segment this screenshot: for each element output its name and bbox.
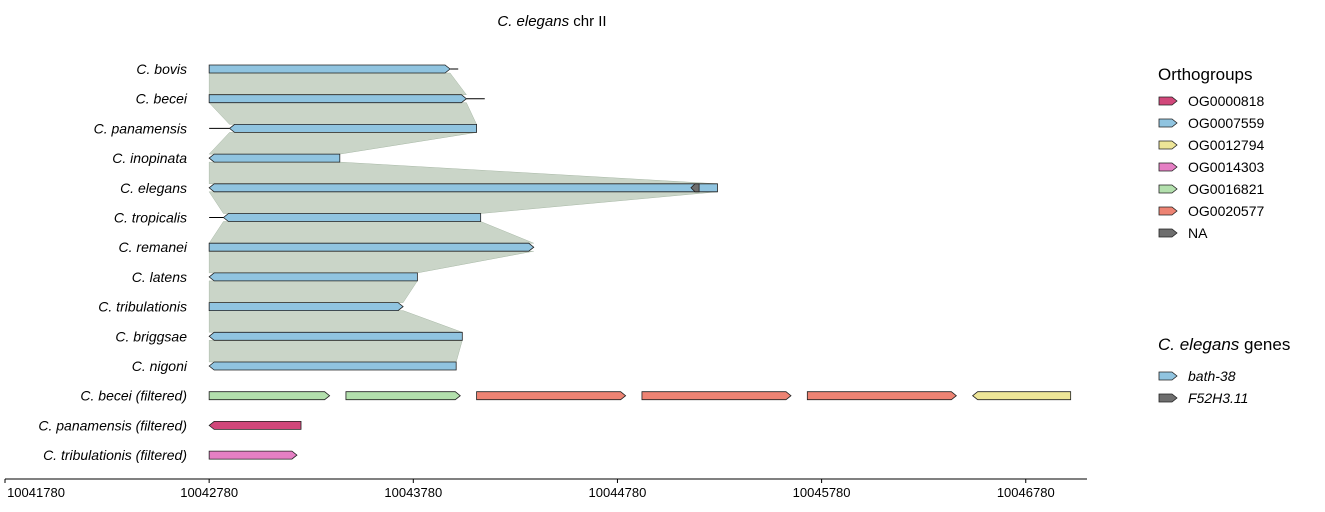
legend-orthogroup-label: OG0020577	[1188, 203, 1264, 219]
legend-genes-title-italic: C. elegans	[1158, 335, 1240, 354]
species-label: C. nigoni	[132, 358, 188, 374]
legend-orthogroup-swatch	[1158, 162, 1178, 172]
gene-arrow	[208, 331, 463, 341]
species-label: C. tropicalis	[114, 210, 187, 226]
gene-track: C. tribulationis (filtered)	[43, 447, 298, 463]
synteny-ribbon	[208, 250, 534, 274]
gene-arrow	[476, 391, 627, 401]
legend-orthogroups: Orthogroups OG0000818 OG0007559 OG0012794 O…	[1158, 65, 1264, 241]
synteny-ribbon	[208, 191, 718, 214]
legend-orthogroup-swatch	[1158, 96, 1178, 106]
legend-genes-title: C. elegans genes	[1158, 335, 1290, 354]
species-label: C. inopinata	[112, 150, 187, 166]
gene-arrow	[208, 242, 535, 252]
gene-arrow	[222, 213, 482, 222]
gene-arrow	[208, 94, 468, 104]
gene-track: C. becei (filtered)	[80, 388, 1072, 404]
legend-gene-label: F52H3.11	[1188, 390, 1248, 406]
gene-arrow	[208, 272, 418, 282]
x-tick-label: 10044780	[589, 485, 647, 500]
legend-orthogroup-swatch	[1158, 118, 1178, 128]
gene-track: C. bovis	[136, 61, 459, 77]
species-label: C. latens	[132, 269, 187, 285]
legend-orthogroup-label: OG0016821	[1188, 181, 1264, 197]
synteny-ribbon	[208, 72, 467, 95]
gene-track: C. tribulationis	[98, 299, 404, 315]
species-label: C. tribulationis	[98, 299, 187, 315]
legend-orthogroup-swatch	[1158, 228, 1178, 238]
gene-track: C. briggsae	[115, 328, 463, 344]
gene-arrow	[228, 124, 477, 133]
synteny-ribbon	[208, 161, 718, 185]
gene-arrow	[208, 183, 718, 193]
gene-arrow	[208, 420, 302, 430]
synteny-ribbons	[208, 72, 718, 363]
gene-arrow	[208, 153, 341, 163]
legend-orthogroups-title: Orthogroups	[1158, 65, 1253, 84]
gene-track: C. nigoni	[132, 358, 457, 374]
species-label: C. becei	[136, 91, 188, 107]
gene-track: C. tropicalis	[114, 210, 482, 226]
species-label: C. remanei	[119, 239, 188, 255]
synteny-ribbon	[208, 221, 534, 244]
gene-track: C. panamensis (filtered)	[38, 417, 302, 433]
gene-arrow	[208, 391, 331, 401]
legend-gene-label: bath-38	[1188, 368, 1236, 384]
x-tick-label: 10046780	[997, 485, 1055, 500]
x-tick-label: 10042780	[180, 485, 238, 500]
species-label: C. panamensis (filtered)	[38, 417, 187, 433]
gene-arrow	[806, 391, 957, 401]
legend-orthogroup-swatch	[1158, 184, 1178, 194]
species-label: C. briggsae	[115, 328, 187, 344]
x-tick-label: 10045780	[793, 485, 851, 500]
legend-orthogroup-swatch	[1158, 140, 1178, 150]
gene-arrow	[208, 64, 451, 74]
gene-tracks: C. bovis C. becei C. panamensis C. inopinat…	[38, 61, 1072, 463]
gene-arrow	[690, 183, 700, 193]
gene-track: C. latens	[132, 269, 418, 285]
gene-track: C. becei	[136, 91, 485, 107]
species-label: C. elegans	[120, 180, 187, 196]
legend-gene-swatch	[1158, 393, 1178, 403]
legend-gene-swatch	[1158, 371, 1178, 381]
synteny-ribbon	[208, 132, 477, 155]
species-label: C. becei (filtered)	[80, 388, 187, 404]
legend-orthogroup-label: NA	[1188, 225, 1208, 241]
legend-genes: C. elegans genes bath-38 F52H3.11	[1158, 335, 1290, 406]
gene-track: C. panamensis	[94, 120, 477, 136]
gene-track: C. remanei	[119, 239, 535, 255]
species-label: C. panamensis	[94, 120, 187, 136]
synteny-ribbon	[208, 340, 463, 363]
synteny-ribbon	[208, 310, 463, 333]
gene-arrow	[345, 391, 461, 401]
gene-arrow	[208, 450, 298, 460]
legend-orthogroup-label: OG0014303	[1188, 159, 1264, 175]
x-tick-label: 10043780	[384, 485, 442, 500]
legend-orthogroup-swatch	[1158, 206, 1178, 216]
x-axis: 10041780 10042780 10043780 10044780 10045780…	[4, 478, 1087, 500]
gene-arrow	[972, 391, 1072, 401]
gene-arrow	[641, 391, 792, 401]
x-tick-label: 10041780	[7, 485, 65, 500]
chart-title-rest: chr II	[569, 13, 607, 30]
species-label: C. bovis	[136, 61, 187, 77]
gene-arrow	[208, 302, 404, 312]
synteny-ribbon	[208, 102, 477, 125]
chart-title-italic: C. elegans	[497, 13, 569, 30]
legend-orthogroup-label: OG0000818	[1188, 93, 1264, 109]
legend-orthogroup-label: OG0007559	[1188, 115, 1264, 131]
gene-arrow	[208, 361, 457, 371]
legend-orthogroup-label: OG0012794	[1188, 137, 1264, 153]
chart-title: C. elegans chr II	[497, 13, 606, 30]
species-label: C. tribulationis (filtered)	[43, 447, 187, 463]
gene-track: C. elegans	[120, 180, 718, 196]
gene-track: C. inopinata	[112, 150, 341, 166]
synteny-ribbon	[208, 280, 418, 303]
legend-genes-title-rest: genes	[1239, 335, 1290, 354]
